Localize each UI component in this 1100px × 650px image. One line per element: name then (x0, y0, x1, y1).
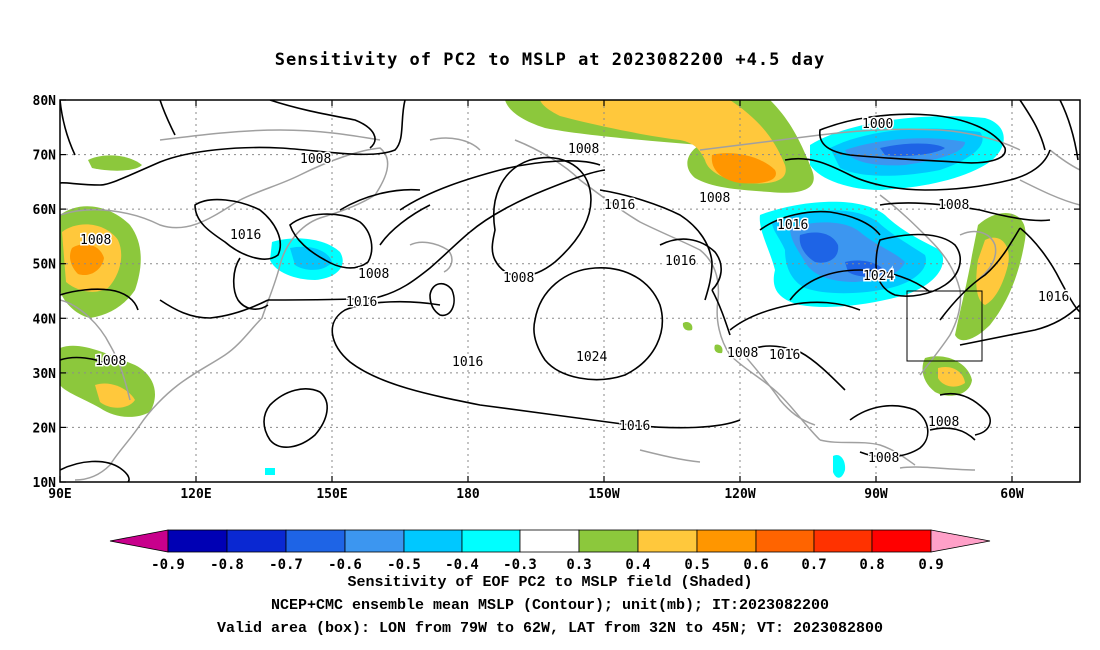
lon-label: 180 (456, 487, 480, 502)
contour-label: 1000 (862, 117, 893, 132)
positive-sensitivity-area (976, 237, 1009, 305)
contour-label: 1008 (568, 142, 599, 157)
colorbar-label: -0.6 (328, 557, 362, 573)
colorbar-cell (930, 529, 991, 553)
colorbar-label: 0.8 (859, 557, 884, 573)
colorbar-cell (403, 529, 463, 553)
colorbar-label: 0.7 (801, 557, 826, 573)
colorbar-cell (344, 529, 405, 553)
contour-label: 1008 (928, 415, 959, 430)
contour-label: 1016 (604, 198, 635, 213)
negative-sensitivity-area (799, 232, 839, 263)
lat-label: 80N (33, 94, 57, 109)
colorbar-cell (637, 529, 698, 553)
caption-line: NCEP+CMC ensemble mean MSLP (Contour); u… (270, 597, 830, 614)
caption-line: Sensitivity of EOF PC2 to MSLP field (Sh… (347, 574, 753, 591)
colorbar-label: 0.6 (743, 557, 768, 573)
contour-label: 1016 (346, 295, 377, 310)
map-title: Sensitivity of PC2 to MSLP at 2023082200… (274, 50, 826, 70)
colorbar-cell (871, 529, 932, 553)
colorbar-label: 0.4 (625, 557, 650, 573)
contour-label: 1008 (358, 267, 389, 282)
contour-label: 1016 (665, 254, 696, 269)
lon-label: 60W (1000, 487, 1024, 502)
negative-sensitivity-area (265, 468, 275, 475)
colorbar-label: -0.8 (210, 557, 244, 573)
contour-label: 1008 (727, 346, 758, 361)
colorbar-label: 0.3 (566, 557, 591, 573)
colorbar-cell (461, 529, 521, 553)
colorbar-label: -0.5 (387, 557, 421, 573)
latitude-labels: 80N 70N 60N 50N 40N 30N 20N 10N (33, 94, 57, 491)
lon-label: 150W (588, 487, 619, 502)
lat-label: 60N (33, 203, 57, 218)
contour-label: 1008 (503, 271, 534, 286)
colorbar-cell (226, 529, 287, 553)
colorbar-cell (813, 529, 873, 553)
contour-label: 1008 (938, 198, 969, 213)
contour-label: 1016 (452, 355, 483, 370)
contour-label: 1016 (769, 348, 800, 363)
contour-labels: 1008 1016 1008 1008 1016 1008 1016 1024 … (79, 116, 1071, 468)
longitude-labels: 90E 120E 150E 180 150W 120W 90W 60W (48, 487, 1024, 502)
colorbar-label: -0.3 (503, 557, 537, 573)
contour-label: 1008 (95, 354, 126, 369)
colorbar-label: -0.4 (445, 557, 479, 573)
lat-label: 20N (33, 421, 57, 436)
colorbar-label: -0.7 (269, 557, 303, 573)
lat-label: 70N (33, 149, 57, 164)
positive-sensitivity-area (70, 244, 104, 276)
negative-sensitivity-area (845, 260, 885, 277)
gridlines (60, 100, 1080, 482)
lat-label: 40N (33, 312, 57, 327)
positive-sensitivity-area (938, 366, 965, 387)
lon-label: 120E (180, 487, 211, 502)
contour-label: 1008 (300, 152, 331, 167)
colorbar-label: -0.9 (151, 557, 185, 573)
lon-label: 120W (724, 487, 755, 502)
axis-ticks (59, 99, 1080, 483)
colorbar-cell (285, 529, 346, 553)
positive-sensitivity-area (714, 344, 723, 354)
contour-label: 1008 (868, 451, 899, 466)
lat-label: 30N (33, 367, 57, 382)
colorbar-cell (578, 529, 639, 553)
lon-label: 150E (316, 487, 347, 502)
contour-label: 1024 (576, 350, 607, 365)
valid-area-box (906, 290, 983, 362)
positive-sensitivity-area (95, 383, 135, 408)
negative-sensitivity-area (880, 143, 945, 157)
lat-label: 50N (33, 258, 57, 273)
colorbar-cell (696, 529, 757, 553)
contour-label: 1016 (619, 419, 650, 434)
colorbar-cell (109, 529, 169, 553)
sensitivity-shading (60, 100, 1026, 478)
negative-sensitivity-area (833, 454, 846, 478)
colorbar-cell (755, 529, 815, 553)
lat-label: 10N (33, 476, 57, 491)
lon-label: 90W (864, 487, 888, 502)
contour-label: 1008 (699, 191, 730, 206)
contour-label: 1016 (1038, 290, 1069, 305)
colorbar-label: 0.5 (684, 557, 709, 573)
contour-label: 1016 (777, 218, 808, 233)
contour-label: 1024 (863, 269, 894, 284)
colorbar-cell (519, 529, 580, 553)
positive-sensitivity-area (682, 321, 693, 331)
coastlines (60, 128, 1080, 481)
contour-label: 1016 (230, 228, 261, 243)
colorbar: -0.9 -0.8 -0.7 -0.6 -0.5 -0.4 -0.3 0.3 0… (109, 529, 991, 573)
positive-sensitivity-area (88, 155, 142, 171)
mslp-contours (60, 100, 1080, 482)
colorbar-label: 0.9 (918, 557, 943, 573)
plot-frame (59, 99, 1081, 483)
contour-label: 1008 (80, 233, 111, 248)
colorbar-cell (167, 529, 228, 553)
caption-line: Valid area (box): LON from 79W to 62W, L… (216, 620, 884, 637)
lon-label: 90E (48, 487, 71, 502)
map-plot-area (60, 100, 1080, 482)
positive-sensitivity-area (711, 153, 776, 184)
